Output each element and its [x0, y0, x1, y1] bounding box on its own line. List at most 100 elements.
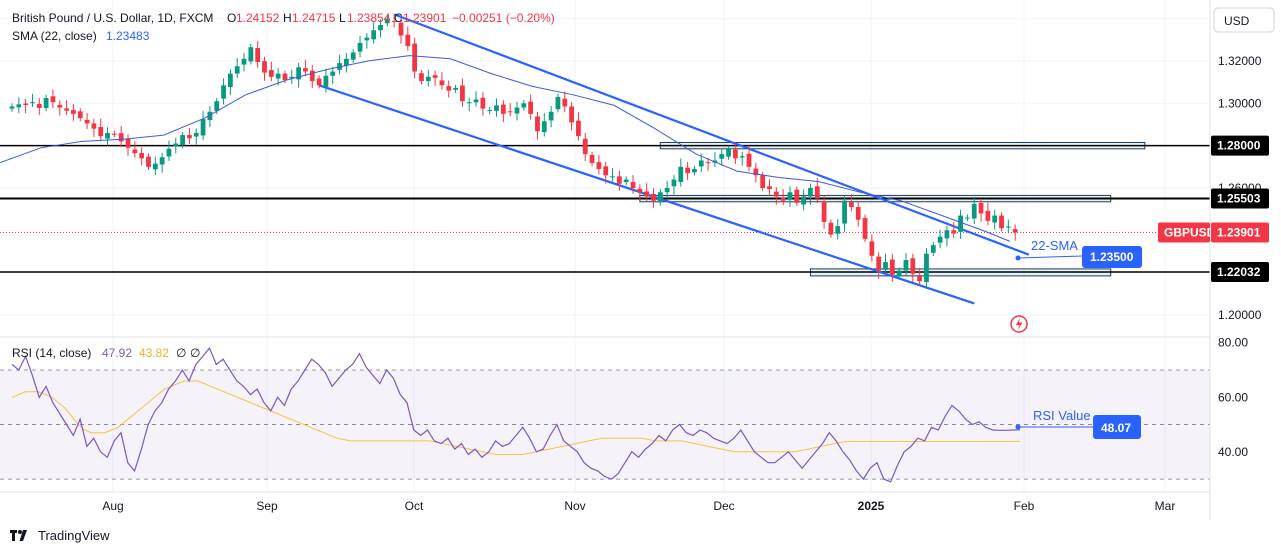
candle[interactable] — [910, 253, 916, 283]
candle[interactable] — [630, 175, 636, 194]
candles[interactable] — [9, 0, 1022, 290]
candle[interactable] — [357, 35, 363, 58]
rsi-axis[interactable]: 80.00 60.00 40.00 — [1218, 336, 1248, 459]
candle[interactable] — [139, 147, 145, 166]
candle[interactable] — [118, 126, 124, 148]
candle[interactable] — [480, 92, 486, 116]
candle[interactable] — [719, 148, 725, 166]
candle[interactable] — [746, 145, 752, 172]
candle[interactable] — [1005, 219, 1011, 233]
candle[interactable] — [780, 189, 786, 206]
candle[interactable] — [350, 49, 356, 63]
candle[interactable] — [507, 103, 513, 117]
candle[interactable] — [446, 80, 452, 98]
candle[interactable] — [808, 183, 813, 205]
candle[interactable] — [978, 198, 984, 222]
candle[interactable] — [473, 91, 479, 107]
candle[interactable] — [876, 252, 882, 279]
candle[interactable] — [9, 103, 15, 112]
badge-resistance-1255[interactable]: 1.25503 — [1211, 188, 1269, 209]
event-icon[interactable] — [1010, 315, 1028, 333]
candle[interactable] — [378, 19, 383, 38]
candle[interactable] — [862, 214, 868, 242]
candle[interactable] — [419, 70, 424, 85]
candle[interactable] — [84, 112, 90, 130]
candle[interactable] — [814, 178, 820, 204]
candle[interactable] — [541, 113, 547, 137]
badge-sma-tag[interactable]: 1.23500 — [1082, 246, 1142, 268]
candle[interactable] — [296, 62, 302, 88]
candle[interactable] — [664, 181, 670, 198]
candle[interactable] — [896, 267, 902, 280]
candle[interactable] — [1012, 224, 1018, 241]
candle[interactable] — [227, 69, 233, 96]
candle[interactable] — [773, 187, 779, 205]
candle[interactable] — [732, 142, 738, 165]
candle[interactable] — [555, 93, 561, 113]
candle[interactable] — [432, 70, 438, 87]
candle[interactable] — [344, 53, 349, 73]
candle[interactable] — [842, 196, 847, 232]
candle[interactable] — [521, 100, 527, 111]
candle[interactable] — [535, 111, 540, 140]
candle[interactable] — [787, 186, 793, 207]
candle[interactable] — [616, 170, 622, 191]
candle[interactable] — [248, 44, 254, 65]
candle[interactable] — [207, 106, 213, 128]
candle[interactable] — [705, 157, 711, 171]
candle[interactable] — [105, 127, 110, 146]
candle[interactable] — [494, 98, 499, 117]
candle[interactable] — [221, 78, 226, 105]
candle[interactable] — [603, 161, 609, 184]
time-axis[interactable]: Aug Sep Oct Nov Dec 2025 Feb Mar — [102, 499, 1175, 513]
candle[interactable] — [753, 162, 759, 183]
candle[interactable] — [623, 176, 629, 186]
candle[interactable] — [930, 242, 936, 256]
candle[interactable] — [678, 158, 684, 187]
candle[interactable] — [657, 189, 663, 206]
candle[interactable] — [132, 141, 138, 158]
candle[interactable] — [794, 186, 800, 206]
candle[interactable] — [889, 253, 895, 282]
candle[interactable] — [23, 99, 29, 114]
candle[interactable] — [610, 168, 615, 182]
candle[interactable] — [903, 253, 909, 277]
candle[interactable] — [569, 102, 574, 131]
candle[interactable] — [268, 61, 274, 82]
candle[interactable] — [146, 153, 151, 170]
candle[interactable] — [180, 131, 185, 149]
candle[interactable] — [337, 54, 342, 75]
candle[interactable] — [330, 67, 336, 85]
candle[interactable] — [944, 225, 950, 247]
candle[interactable] — [234, 57, 240, 79]
candle[interactable] — [937, 229, 943, 249]
candle[interactable] — [985, 202, 991, 226]
candle[interactable] — [726, 145, 731, 160]
candle[interactable] — [576, 112, 581, 141]
badge-last-price[interactable]: 1.23901 — [1211, 222, 1269, 243]
candle[interactable] — [596, 155, 602, 175]
candle[interactable] — [951, 222, 957, 238]
candle[interactable] — [30, 93, 35, 107]
candle[interactable] — [412, 37, 418, 79]
candle[interactable] — [384, 15, 390, 27]
candle[interactable] — [869, 234, 875, 262]
candle[interactable] — [828, 219, 834, 238]
candle[interactable] — [50, 89, 56, 108]
candle[interactable] — [466, 97, 472, 112]
candle[interactable] — [548, 106, 554, 128]
candle[interactable] — [739, 151, 745, 166]
candle[interactable] — [323, 68, 329, 93]
candle[interactable] — [391, 14, 397, 28]
candle[interactable] — [644, 183, 650, 201]
candle[interactable] — [637, 184, 643, 201]
candle[interactable] — [125, 134, 131, 157]
currency-button[interactable]: USD — [1213, 7, 1275, 33]
candle[interactable] — [712, 152, 718, 168]
candle[interactable] — [173, 137, 179, 154]
candle[interactable] — [187, 128, 192, 144]
candle[interactable] — [166, 140, 172, 161]
candle[interactable] — [262, 56, 267, 81]
badge-resistance-128[interactable]: 1.28000 — [1211, 135, 1269, 156]
